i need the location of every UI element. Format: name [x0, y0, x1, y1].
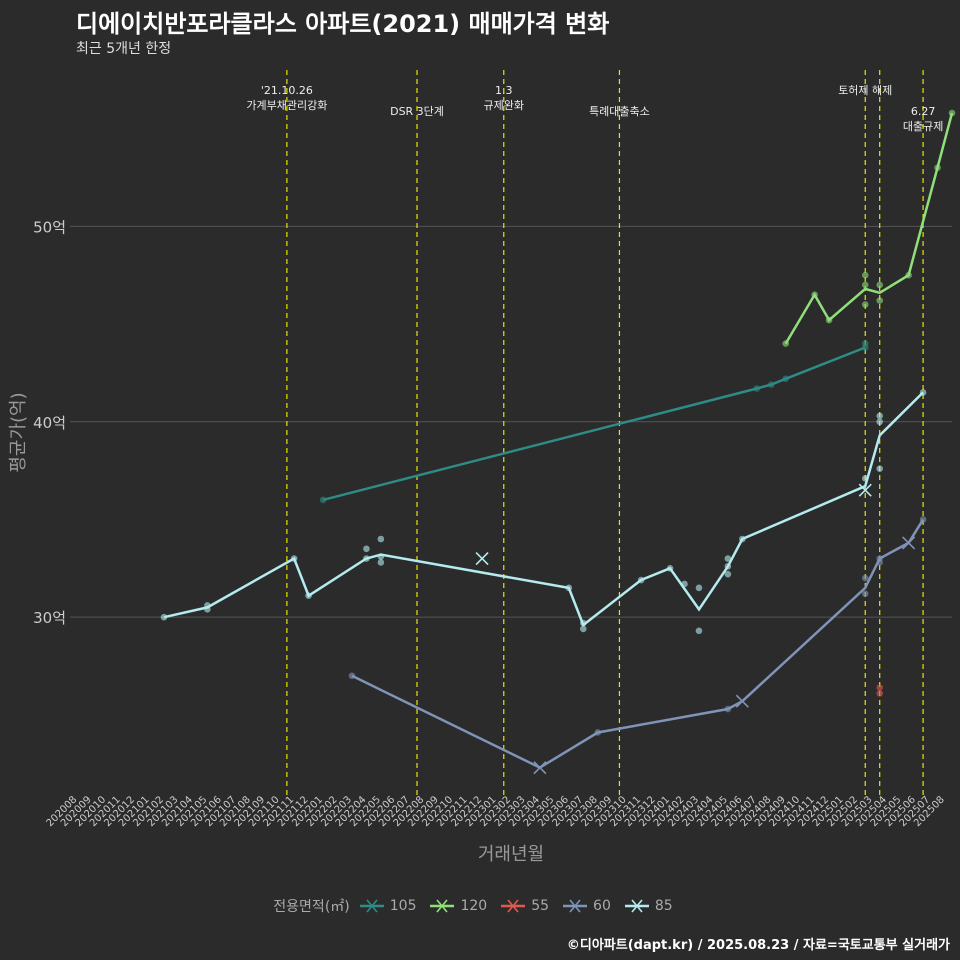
legend-swatch — [563, 899, 588, 913]
data-point-85 — [919, 389, 927, 396]
data-point-120 — [811, 291, 818, 299]
event-label: '21.10.26 — [261, 84, 313, 97]
x-axis-label: 거래년월 — [478, 844, 544, 865]
legend-label: 105 — [389, 898, 417, 914]
data-point-85 — [377, 559, 385, 566]
data-point-85 — [565, 584, 573, 592]
data-point-85 — [695, 584, 703, 592]
data-point-85 — [377, 553, 385, 560]
event-label: 대출규제 — [903, 120, 943, 133]
data-point-120 — [861, 271, 869, 279]
data-point-85 — [637, 576, 645, 584]
cross-marker-60 — [902, 536, 916, 550]
data-point-105 — [861, 340, 869, 347]
data-point-85 — [724, 563, 732, 570]
data-point-85 — [876, 418, 884, 426]
series-line-60 — [351, 518, 925, 770]
data-point-85 — [377, 535, 385, 543]
legend-item-105: 105 — [359, 898, 417, 914]
data-point-60 — [861, 574, 869, 582]
y-axis-label: 평균가(억) — [8, 392, 29, 472]
cross-marker-60 — [533, 761, 547, 775]
legend-item-85: 85 — [624, 898, 673, 914]
y-tick-label: 30억 — [33, 609, 66, 627]
data-point-120 — [934, 164, 941, 172]
cross-marker-85 — [475, 551, 489, 566]
data-point-85 — [695, 627, 703, 635]
data-point-55 — [876, 690, 884, 697]
data-point-85 — [290, 555, 298, 562]
event-label: 1.3 — [495, 84, 513, 97]
data-point-85 — [160, 613, 168, 621]
data-point-85 — [876, 465, 884, 472]
series-line-85 — [163, 391, 924, 628]
cross-marker-60 — [735, 694, 749, 708]
legend-item-55: 55 — [501, 898, 549, 914]
data-point-85 — [724, 570, 732, 578]
event-label: 특례대출축소 — [589, 105, 650, 118]
legend-label: 60 — [593, 898, 611, 914]
data-point-120 — [825, 316, 833, 324]
event-label: 토허제 해제 — [838, 83, 892, 97]
event-label: 6.27 — [911, 105, 936, 118]
series-line-105 — [322, 346, 866, 502]
legend-item-120: 120 — [430, 898, 487, 914]
event-label: 규제완화 — [484, 99, 524, 112]
data-point-85 — [724, 555, 732, 562]
data-point-60 — [919, 516, 927, 523]
cross-marker-85 — [858, 483, 872, 497]
data-point-85 — [363, 545, 370, 553]
data-point-60 — [594, 729, 602, 736]
data-point-85 — [204, 602, 211, 609]
legend-item-60: 60 — [563, 898, 611, 914]
data-point-85 — [876, 412, 884, 420]
chart-subtitle: 최근 5개년 한정 — [76, 41, 172, 57]
data-point-85 — [305, 592, 312, 599]
data-point-60 — [876, 555, 884, 562]
data-point-60 — [348, 672, 356, 680]
y-tick-label: 50억 — [33, 218, 66, 236]
data-point-60 — [724, 705, 732, 713]
data-point-85 — [739, 535, 746, 543]
data-point-85 — [681, 580, 688, 588]
data-point-105 — [319, 496, 327, 504]
data-point-120 — [905, 271, 912, 279]
data-point-120 — [782, 340, 790, 347]
data-point-120 — [861, 301, 869, 308]
data-point-105 — [782, 375, 790, 383]
data-point-85 — [666, 565, 674, 572]
data-point-85 — [579, 619, 587, 627]
data-point-105 — [767, 381, 775, 388]
legend-swatch — [624, 899, 649, 913]
legend-label: 120 — [460, 898, 488, 914]
data-point-120 — [876, 297, 884, 304]
data-point-85 — [363, 555, 370, 562]
data-point-120 — [948, 109, 956, 117]
data-point-120 — [876, 281, 884, 289]
legend-title: 전용면적(㎡) — [273, 899, 350, 915]
legend-swatch — [501, 899, 526, 913]
legend: 전용면적(㎡) 105 120 55 60 85 — [0, 896, 960, 916]
data-point-120 — [861, 281, 869, 289]
legend-label: 85 — [654, 898, 673, 914]
series-line-120 — [784, 112, 954, 345]
data-point-85 — [579, 625, 587, 633]
event-label: DSR 3단계 — [390, 105, 444, 118]
event-label: 가계부채관리강화 — [246, 99, 327, 112]
data-point-55 — [876, 684, 884, 691]
data-point-105 — [753, 385, 761, 392]
data-point-85 — [861, 475, 869, 482]
legend-swatch — [430, 899, 455, 913]
legend-swatch — [359, 899, 384, 913]
legend-label: 55 — [531, 898, 550, 914]
y-tick-label: 40억 — [33, 414, 66, 432]
chart-title: 디에이치반포라클라스 아파트(2021) 매매가격 변화 — [76, 10, 610, 38]
source-caption: ©디아파트(dapt.kr) / 2025.08.23 / 자료=국토교통부 실… — [566, 938, 950, 953]
data-point-60 — [861, 590, 869, 598]
